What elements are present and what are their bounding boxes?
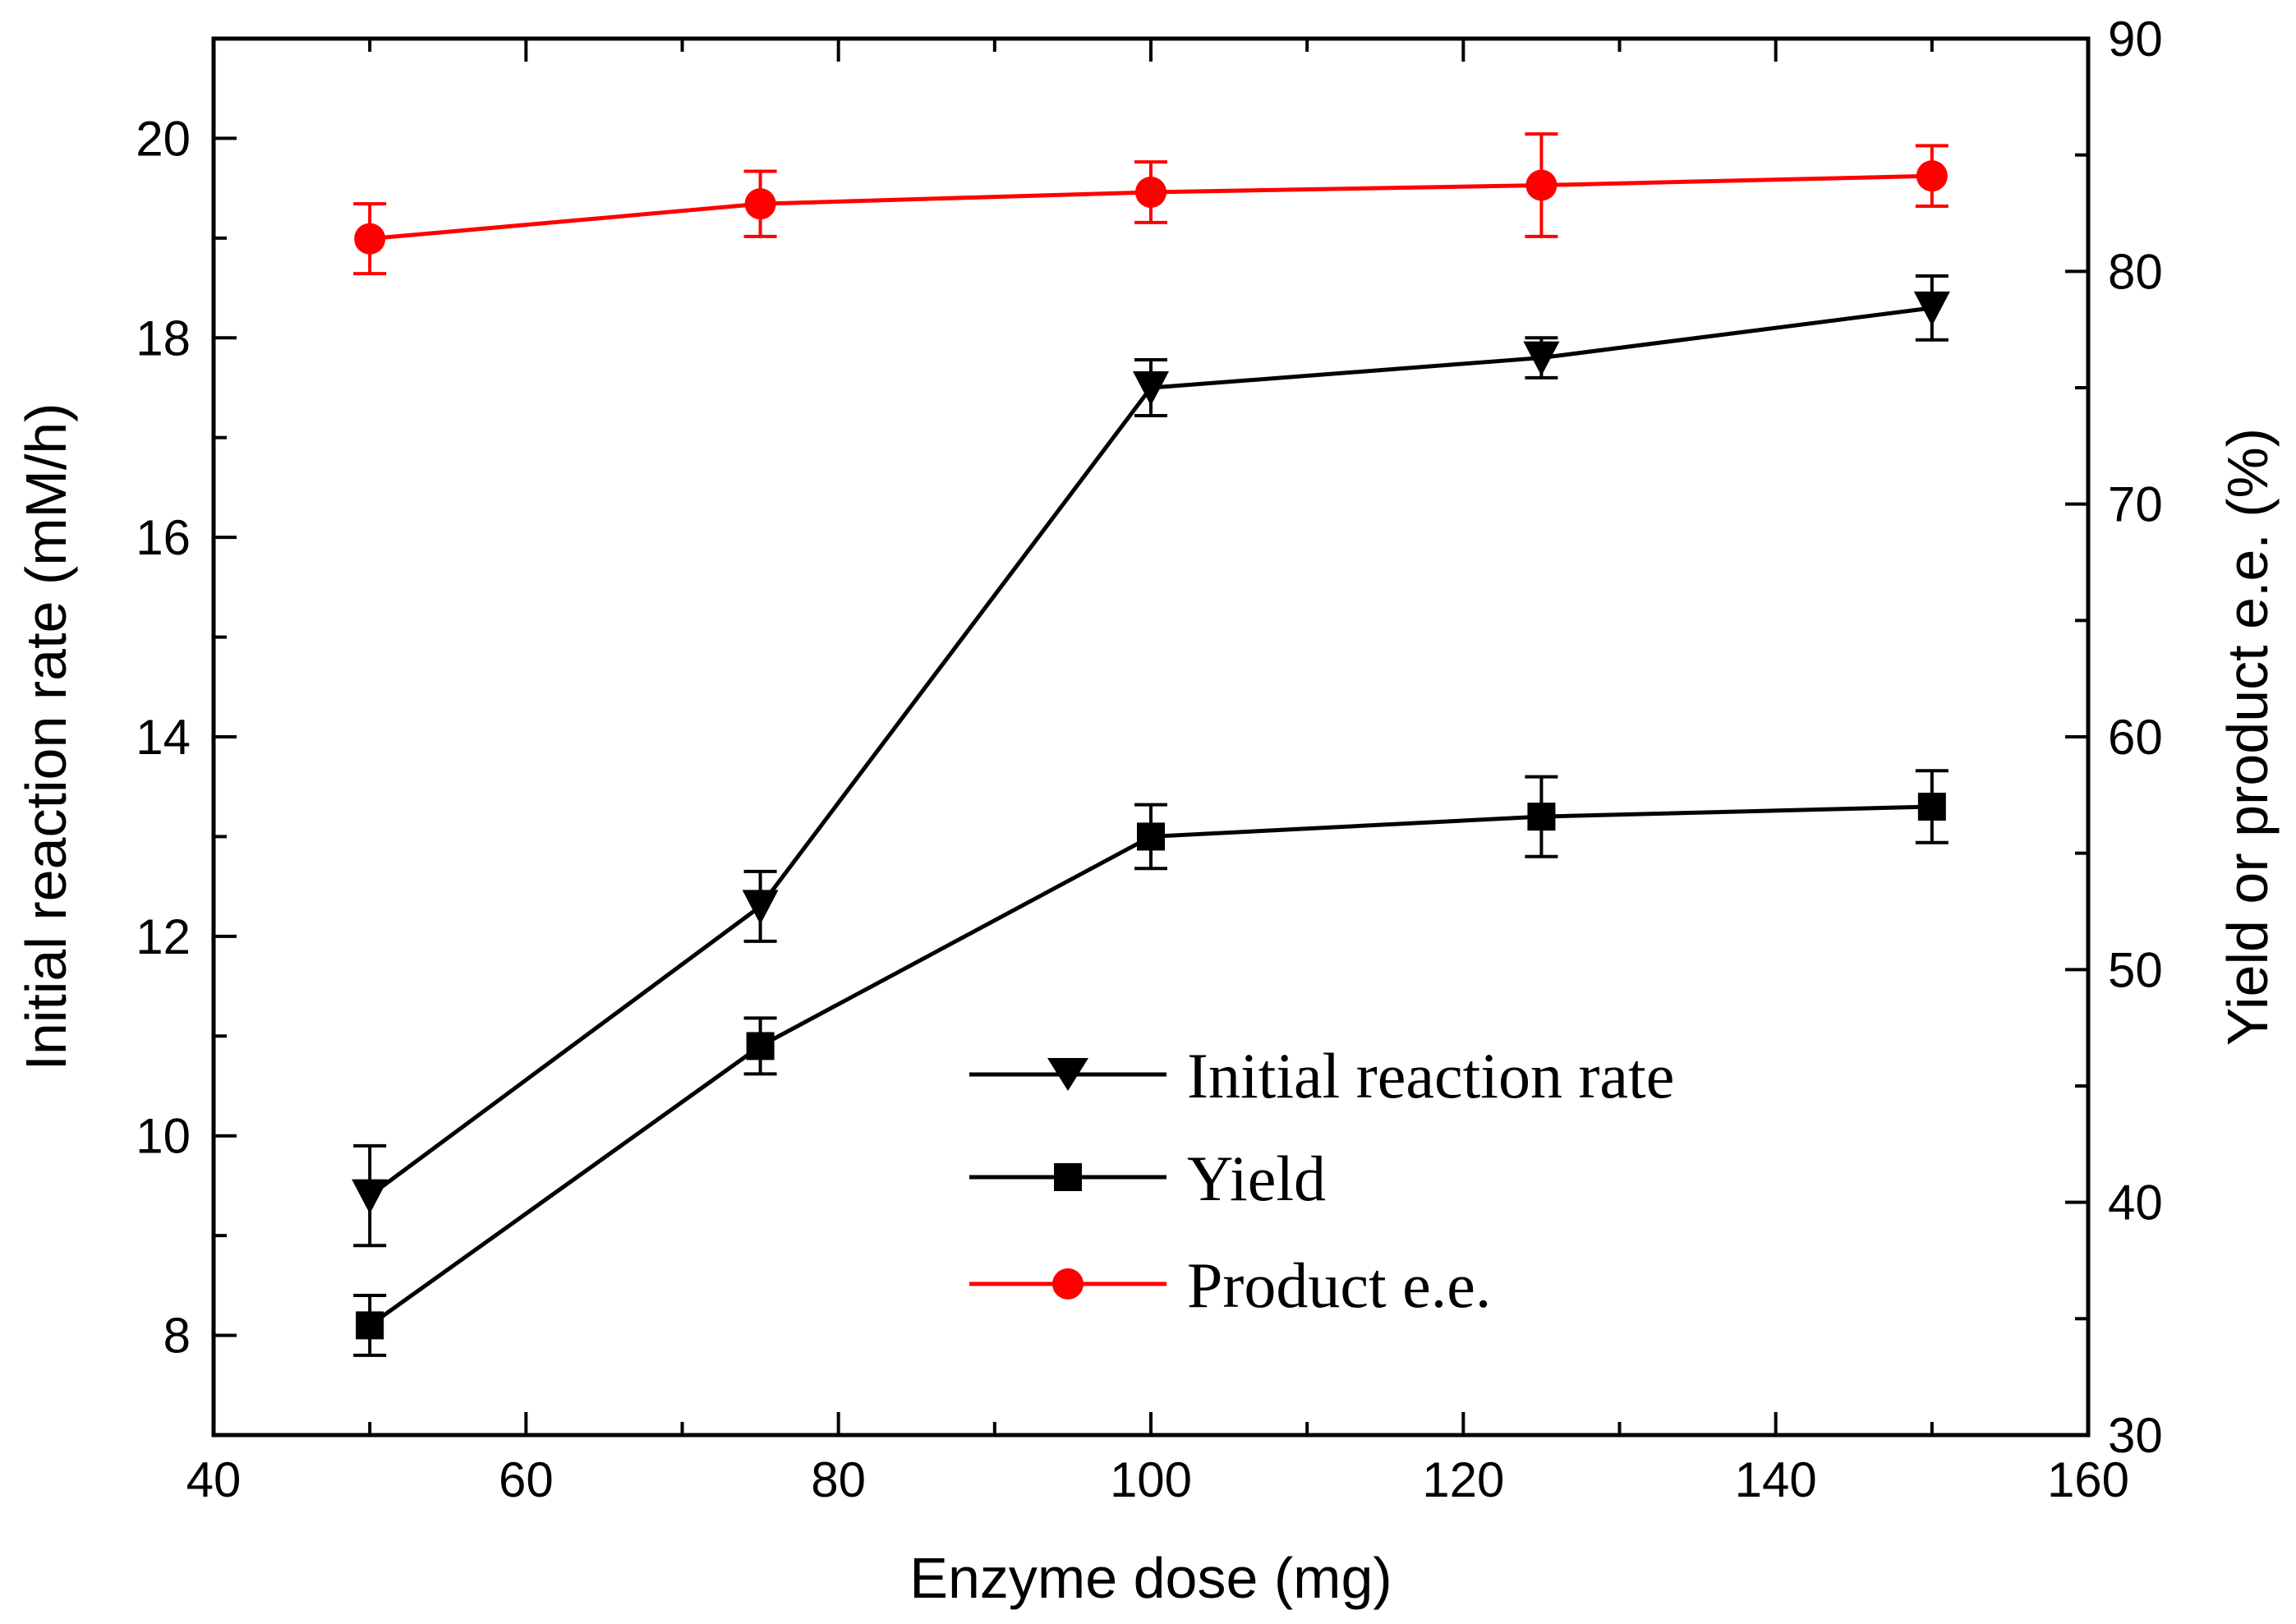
data-point-initial-reaction-rate (352, 1179, 389, 1214)
data-point-yield (1137, 822, 1165, 851)
series-layer (352, 132, 1950, 1357)
y-left-tick-label: 12 (136, 909, 191, 964)
y-right-tick-label: 40 (2108, 1175, 2163, 1231)
legend-entry-product-ee: Product e.e. (969, 1249, 1491, 1321)
series-yield (353, 769, 1949, 1357)
data-point-yield (356, 1311, 384, 1340)
legend: Initial reaction rate Yield Product e.e. (969, 1040, 1674, 1321)
y-right-axis-title: Yield or product e.e. (%) (2215, 428, 2280, 1046)
y-right-tick-label: 60 (2108, 710, 2163, 765)
legend-entry-initial-rate: Initial reaction rate (969, 1040, 1674, 1111)
x-tick-label: 140 (1735, 1452, 1817, 1507)
y-right-tick-label: 30 (2108, 1408, 2163, 1463)
data-point-initial-reaction-rate (1133, 371, 1169, 406)
data-point-yield (746, 1032, 775, 1060)
series-product-e-e (353, 132, 1949, 276)
y-left-tick-label: 14 (136, 710, 191, 765)
x-axis-title: Enzyme dose (mg) (909, 1546, 1392, 1610)
legend-label-product-ee: Product e.e. (1187, 1249, 1491, 1321)
data-point-yield (1917, 793, 1946, 821)
data-point-product-e-e (1916, 160, 1948, 192)
data-point-product-e-e (1135, 177, 1166, 208)
data-point-initial-reaction-rate (1523, 341, 1560, 376)
series-line-initial-reaction-rate (368, 306, 1933, 1198)
data-point-initial-reaction-rate (1913, 291, 1950, 326)
data-point-product-e-e (744, 188, 776, 220)
x-tick-label: 160 (2047, 1452, 2129, 1507)
legend-entry-yield: Yield (969, 1143, 1326, 1214)
plot-frame (211, 36, 2091, 1438)
data-point-product-e-e (1525, 169, 1558, 201)
x-tick-label: 40 (186, 1452, 242, 1507)
y-left-tick-label: 20 (136, 111, 191, 166)
data-point-yield (1527, 803, 1556, 831)
series-initial-reaction-rate (352, 274, 1950, 1248)
tick-labels: 40 60 80 100 120 140 160 8 10 12 14 16 18 20 30 40 50 60 7… (136, 12, 2163, 1507)
y-right-tick-label: 70 (2108, 477, 2163, 532)
legend-marker-yield (1054, 1163, 1082, 1191)
legend-marker-product-ee (1052, 1268, 1084, 1300)
legend-label-yield: Yield (1187, 1143, 1326, 1214)
x-tick-label: 120 (1422, 1452, 1504, 1507)
y-left-axis-title: Initial reaction rate (mM/h) (14, 403, 78, 1070)
tick-marks (212, 37, 2090, 1437)
y-right-tick-label: 90 (2108, 12, 2163, 67)
y-left-tick-label: 10 (136, 1109, 191, 1164)
y-left-tick-label: 8 (163, 1309, 191, 1364)
y-left-tick-label: 18 (136, 311, 191, 366)
legend-marker-initial-rate (1047, 1058, 1088, 1091)
y-right-tick-label: 80 (2108, 244, 2163, 299)
series-line-yield (368, 804, 1932, 1327)
legend-label-initial-rate: Initial reaction rate (1187, 1040, 1674, 1111)
x-tick-label: 60 (499, 1452, 554, 1507)
y-right-tick-label: 50 (2108, 942, 2163, 997)
data-point-initial-reaction-rate (742, 890, 779, 925)
x-tick-label: 80 (811, 1452, 866, 1507)
y-left-tick-label: 16 (136, 510, 191, 565)
data-point-product-e-e (354, 223, 386, 255)
x-tick-label: 100 (1110, 1452, 1192, 1507)
